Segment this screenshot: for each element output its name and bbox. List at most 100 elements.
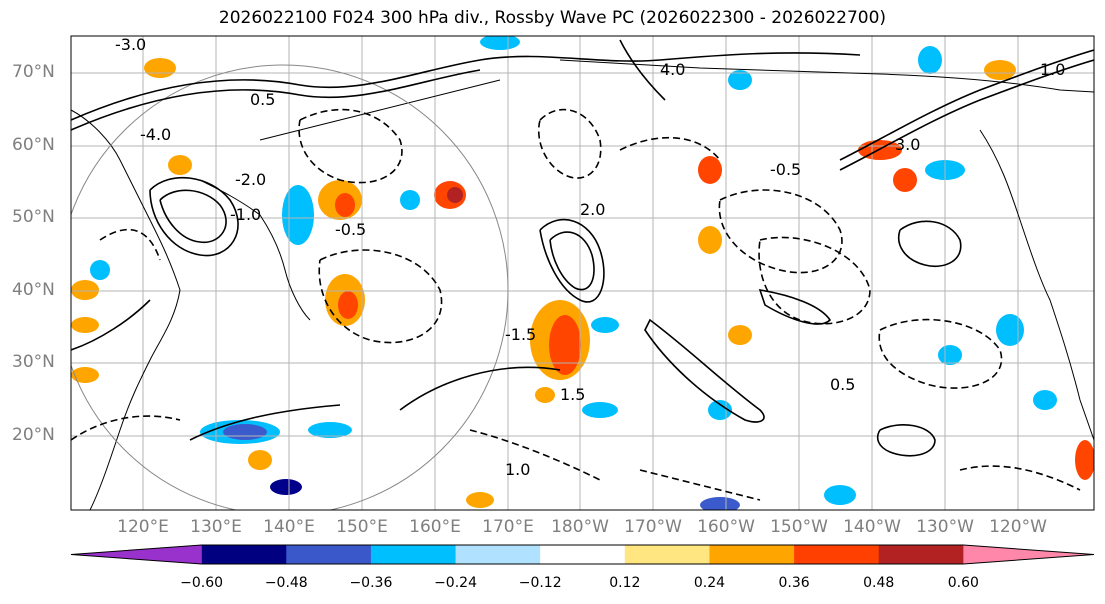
divergence-patch	[447, 187, 463, 203]
positive-contour	[644, 318, 765, 423]
divergence-patch	[1033, 390, 1057, 410]
latitude-label: 50°N	[12, 207, 55, 227]
divergence-patch	[223, 424, 267, 440]
colorbar-segment	[455, 545, 541, 564]
longitude-label: 140°W	[843, 517, 901, 537]
longitude-label: 140°E	[263, 517, 315, 537]
positive-contour	[71, 69, 481, 131]
positive-contour	[758, 288, 832, 325]
colorbar-segment	[709, 545, 795, 564]
longitude-label: 120°E	[117, 517, 169, 537]
divergence-patch	[480, 36, 520, 50]
colorbar-tick: −0.12	[518, 575, 562, 591]
positive-contour	[159, 189, 227, 243]
divergence-patch	[700, 497, 740, 510]
longitude-label: 170°W	[624, 517, 682, 537]
map-plot-area: -3.0 -4.0 0.5 -2.0 -0.5 1.0 -1.0 1.5 2.0 3.0 -1.5 4…	[71, 35, 1094, 510]
contour-label: 2.0	[580, 200, 605, 219]
map-frame	[70, 35, 1095, 511]
contour-labels: -3.0 -4.0 0.5 -2.0 -0.5 1.0 -1.0 1.5 2.0 3.0 -1.5 4…	[115, 35, 1065, 479]
latitude-label: 40°N	[12, 280, 55, 300]
negative-contour	[318, 249, 443, 344]
positive-contour	[839, 49, 1094, 161]
longitude-label: 150°W	[770, 517, 828, 537]
chart-title: 2026022100 F024 300 hPa div., Rossby Wav…	[218, 8, 887, 28]
negative-contour	[959, 465, 1081, 491]
contour-label: 0.5	[830, 375, 855, 394]
negative-contour	[619, 136, 721, 161]
divergence-shading	[71, 36, 1094, 510]
positive-contour	[619, 39, 666, 101]
colorbar-segment	[201, 545, 287, 564]
gridlines	[71, 36, 1094, 510]
contour-label: -4.0	[140, 125, 171, 144]
divergence-patch	[308, 422, 352, 438]
divergence-patch	[144, 58, 176, 78]
colorbar-tick: 0.24	[693, 575, 726, 591]
colorbar-tick: −0.24	[434, 575, 477, 591]
divergence-patch	[71, 280, 99, 300]
divergence-patch	[338, 291, 358, 319]
divergence-patch	[938, 345, 962, 365]
divergence-patch	[90, 260, 110, 280]
contour-label: 3.0	[895, 135, 920, 154]
divergence-patch	[582, 402, 618, 418]
colorbar-segment	[286, 545, 372, 564]
contour-label: 1.0	[1040, 60, 1065, 79]
negative-contour	[99, 228, 161, 261]
longitude-label: 130°E	[190, 517, 242, 537]
longitude-label: 180°W	[551, 517, 609, 537]
divergence-patch	[168, 155, 192, 175]
colorbar-segment	[370, 545, 457, 564]
colorbar-segment	[878, 545, 964, 564]
divergence-patch	[400, 190, 420, 210]
colorbar-segment	[624, 545, 710, 564]
colorbar-segment	[963, 545, 1094, 564]
negative-contour	[538, 108, 602, 179]
divergence-patch	[282, 185, 314, 245]
divergence-patch	[270, 479, 302, 495]
divergence-patch	[984, 60, 1016, 80]
negative-contour	[71, 415, 181, 441]
colorbar-tick: −0.36	[349, 575, 393, 591]
divergence-patch	[335, 193, 355, 217]
divergence-patch	[71, 317, 99, 333]
negative-contour	[469, 429, 601, 481]
negative-contour	[718, 189, 843, 274]
positive-contour	[539, 218, 605, 303]
colorbar-outline	[70, 544, 1095, 565]
colorbar-segment	[71, 545, 202, 564]
negative-contour	[639, 469, 761, 501]
positive-contour	[71, 52, 861, 121]
divergence-patch	[893, 168, 917, 192]
longitude-label: 150°E	[336, 517, 388, 537]
negative-contour	[758, 236, 871, 325]
colorbar-tick: 0.60	[947, 575, 979, 591]
rossby-wave-contours	[71, 39, 1094, 501]
contour-label: 1.5	[560, 385, 585, 404]
latitude-label: 20°N	[12, 425, 55, 445]
coastlines	[71, 59, 1094, 510]
positive-contour	[898, 220, 962, 267]
divergence-patch	[591, 317, 619, 333]
positive-contour	[189, 404, 341, 441]
divergence-patch	[1075, 440, 1094, 480]
colorbar	[70, 544, 1095, 565]
contour-label: -3.0	[115, 35, 146, 54]
positive-contour	[399, 366, 561, 411]
divergence-patch	[728, 325, 752, 345]
negative-contour	[878, 318, 1003, 389]
contour-label: -1.0	[230, 205, 261, 224]
divergence-patch	[466, 492, 494, 508]
positive-contour	[149, 176, 239, 257]
contour-label: -0.5	[770, 160, 801, 179]
positive-contour	[839, 59, 1094, 171]
divergence-patch	[549, 315, 581, 375]
colorbar-tick: −0.48	[264, 575, 308, 591]
contour-label: -0.5	[335, 220, 366, 239]
contour-label: 1.0	[505, 460, 530, 479]
divergence-patch	[698, 226, 722, 254]
colorbar-segment	[794, 545, 880, 564]
contour-label: -2.0	[235, 170, 266, 189]
colorbar-tick: 0.12	[609, 575, 641, 591]
